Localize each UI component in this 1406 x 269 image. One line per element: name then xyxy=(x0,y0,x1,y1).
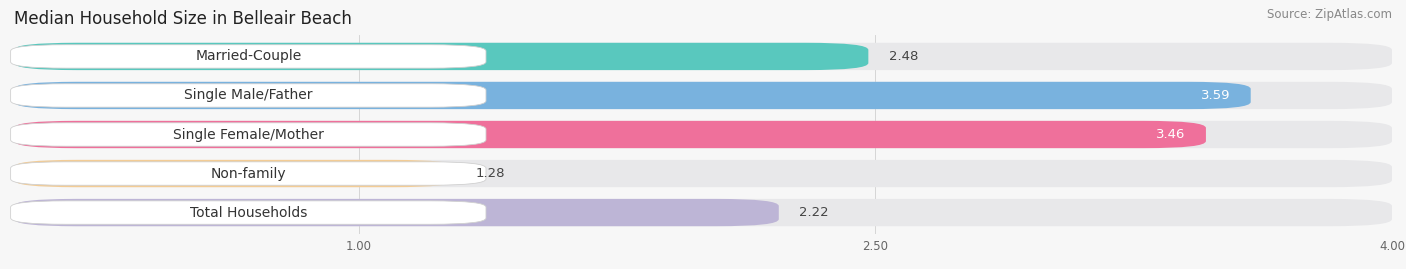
Text: 2.22: 2.22 xyxy=(800,206,830,219)
Text: 3.46: 3.46 xyxy=(1156,128,1185,141)
FancyBboxPatch shape xyxy=(14,199,779,226)
FancyBboxPatch shape xyxy=(11,123,486,146)
Text: Single Female/Mother: Single Female/Mother xyxy=(173,128,323,141)
Text: Source: ZipAtlas.com: Source: ZipAtlas.com xyxy=(1267,8,1392,21)
FancyBboxPatch shape xyxy=(14,82,1392,109)
Text: Median Household Size in Belleair Beach: Median Household Size in Belleair Beach xyxy=(14,10,352,28)
FancyBboxPatch shape xyxy=(14,121,1206,148)
FancyBboxPatch shape xyxy=(11,45,486,68)
FancyBboxPatch shape xyxy=(14,199,1392,226)
FancyBboxPatch shape xyxy=(14,43,1392,70)
FancyBboxPatch shape xyxy=(14,160,456,187)
Text: Non-family: Non-family xyxy=(211,167,285,180)
FancyBboxPatch shape xyxy=(11,162,486,185)
FancyBboxPatch shape xyxy=(14,82,1251,109)
FancyBboxPatch shape xyxy=(14,160,1392,187)
FancyBboxPatch shape xyxy=(11,201,486,224)
FancyBboxPatch shape xyxy=(11,84,486,107)
Text: Total Households: Total Households xyxy=(190,206,307,220)
FancyBboxPatch shape xyxy=(14,121,1392,148)
Text: 2.48: 2.48 xyxy=(889,50,918,63)
Text: 3.59: 3.59 xyxy=(1201,89,1230,102)
Text: Married-Couple: Married-Couple xyxy=(195,49,301,63)
Text: 1.28: 1.28 xyxy=(475,167,505,180)
Text: Single Male/Father: Single Male/Father xyxy=(184,89,312,102)
FancyBboxPatch shape xyxy=(14,43,869,70)
